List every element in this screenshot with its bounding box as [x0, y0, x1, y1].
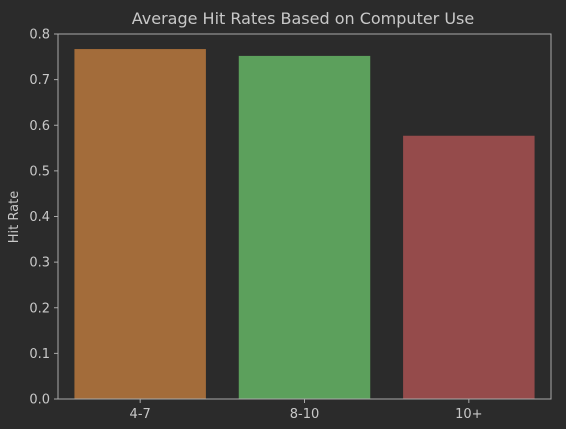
y-tick-label: 0.6 [29, 119, 50, 134]
y-tick-label: 0.7 [29, 73, 50, 88]
x-tick-label: 8-10 [290, 407, 320, 422]
bar-8-10 [238, 55, 371, 400]
y-tick-label: 0.5 [29, 164, 50, 179]
x-tick-label: 10+ [455, 407, 482, 422]
y-tick-label: 0.4 [29, 210, 50, 225]
y-tick-label: 0.1 [29, 347, 50, 362]
x-tick-label: 4-7 [130, 407, 151, 422]
y-axis-ticks: 0.0 0.1 0.2 0.3 0.4 0.5 0.6 0.7 0.8 [29, 28, 58, 408]
bar-10+ [403, 135, 535, 399]
x-axis-ticks: 4-7 8-10 10+ [130, 399, 483, 422]
bar-4-7 [74, 49, 206, 400]
chart-title: Average Hit Rates Based on Computer Use [132, 9, 474, 28]
y-axis-label: Hit Rate [7, 191, 22, 243]
y-tick-label: 0.0 [29, 393, 50, 408]
plot-frame [57, 33, 552, 400]
y-tick-label: 0.2 [29, 301, 50, 316]
y-tick-label: 0.3 [29, 256, 50, 271]
y-tick-label: 0.8 [29, 28, 50, 43]
bars-group [74, 49, 535, 400]
